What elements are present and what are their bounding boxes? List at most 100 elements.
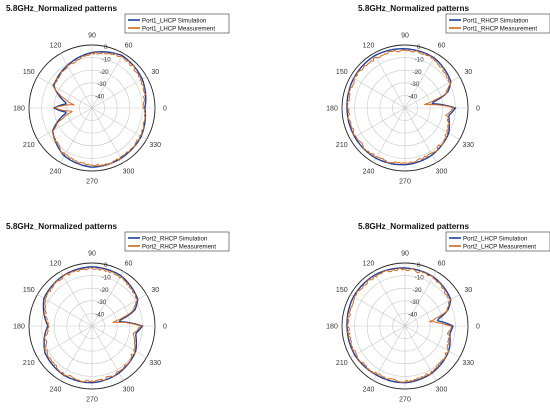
chart-title: 5.8GHz_Normalized patterns (358, 4, 469, 13)
angle-tick-label: 90 (401, 33, 409, 40)
angle-tick-label: 150 (23, 287, 35, 294)
angle-tick-label: 330 (462, 142, 474, 149)
radial-tick-label: -30 (410, 81, 420, 88)
angle-tick-label: 270 (86, 397, 98, 404)
angle-tick-label: 60 (125, 260, 133, 267)
polar-spoke (37, 107, 93, 140)
polar-spoke (60, 53, 93, 109)
legend-entry: Port2_LHCP Measurement (463, 243, 536, 250)
radial-tick-label: -20 (100, 69, 110, 76)
radial-tick-label: 0 (417, 262, 421, 269)
polar-spoke (350, 76, 406, 109)
radial-tick-label: 0 (104, 44, 108, 51)
polar-spoke (373, 53, 406, 109)
angle-tick-label: 0 (476, 106, 480, 113)
radial-tick-label: -40 (408, 312, 418, 319)
polar-spoke (350, 325, 406, 358)
angle-tick-label: 30 (151, 287, 159, 294)
polar-chart-1: 5.8GHz_Normalized patterns 0 30 60 90 120 150 1… (6, 4, 230, 186)
radial-tick-label: -20 (100, 287, 110, 294)
radial-tick-label: -40 (95, 312, 105, 319)
radial-tick-label: -10 (102, 274, 112, 281)
radial-tick-label: -30 (97, 299, 107, 306)
series-line (346, 49, 455, 164)
angle-tick-label: 60 (438, 260, 446, 267)
angle-tick-label: 300 (123, 387, 135, 394)
polar-chart-3: 5.8GHz_Normalized patterns 0 30 60 90 120 150 1… (6, 222, 230, 404)
angle-tick-label: 30 (151, 69, 159, 76)
angle-tick-label: 150 (336, 287, 348, 294)
polar-chart-2: 5.8GHz_Normalized patterns 0 30 60 90 120 150 1… (326, 4, 550, 186)
angle-tick-label: 300 (123, 169, 135, 176)
angle-tick-label: 90 (88, 33, 96, 40)
angle-tick-label: 150 (23, 69, 35, 76)
radial-tick-label: -40 (408, 94, 418, 101)
legend-entry: Port1_LHCP Measurement (142, 25, 215, 32)
angle-tick-label: 120 (363, 260, 375, 267)
angle-tick-label: 210 (336, 142, 348, 149)
angle-tick-label: 270 (86, 179, 98, 186)
legend-entry: Port1_LHCP Simulation (142, 17, 206, 24)
legend-box (124, 231, 230, 252)
polar-spoke (350, 107, 406, 140)
radial-tick-label: -10 (415, 56, 425, 63)
polar-spoke (91, 271, 124, 327)
polar-spoke (37, 325, 93, 358)
legend-entry: Port1_RHCP Simulation (463, 17, 528, 24)
radial-tick-label: 0 (104, 262, 108, 269)
polar-spoke (350, 294, 406, 327)
radial-tick-label: -20 (413, 287, 423, 294)
legend-box (445, 231, 550, 252)
angle-tick-label: 90 (401, 251, 409, 258)
polar-spoke (404, 325, 460, 358)
chart-title: 5.8GHz_Normalized patterns (6, 222, 117, 231)
radial-tick-label: -10 (102, 56, 112, 63)
angle-tick-label: 240 (363, 387, 375, 394)
angle-tick-label: 240 (363, 169, 375, 176)
polar-spoke (37, 76, 93, 109)
polar-spoke (91, 76, 147, 109)
angle-tick-label: 60 (438, 42, 446, 49)
radial-tick-label: -30 (97, 81, 107, 88)
polar-spoke (91, 325, 147, 358)
series-line (51, 50, 147, 168)
angle-tick-label: 150 (336, 69, 348, 76)
polar-spoke (60, 325, 93, 381)
angle-tick-label: 210 (23, 360, 35, 367)
polar-spoke (60, 271, 93, 327)
angle-tick-label: 330 (149, 142, 161, 149)
radial-tick-label: -30 (410, 299, 420, 306)
legend-entry: Port1_RHCP Measurement (463, 25, 537, 32)
angle-tick-label: 330 (149, 360, 161, 367)
angle-tick-label: 330 (462, 360, 474, 367)
polar-spoke (91, 107, 124, 163)
angle-tick-label: 30 (464, 287, 472, 294)
series-line (42, 266, 144, 384)
radial-tick-label: -10 (415, 274, 425, 281)
angle-tick-label: 270 (399, 179, 411, 186)
radial-tick-label: -40 (95, 94, 105, 101)
series-line (346, 267, 453, 383)
legend-entry: Port2_RHCP Measurement (142, 243, 216, 250)
legend-entry: Port2_LHCP Simulation (463, 235, 527, 242)
angle-tick-label: 300 (436, 169, 448, 176)
legend-box (124, 13, 230, 34)
chart-title: 5.8GHz_Normalized patterns (6, 4, 117, 13)
angle-tick-label: 90 (88, 251, 96, 258)
angle-tick-label: 120 (50, 42, 62, 49)
angle-tick-label: 120 (363, 42, 375, 49)
radial-tick-label: -20 (413, 69, 423, 76)
polar-spoke (91, 53, 124, 109)
polar-spoke (404, 107, 460, 140)
angle-tick-label: 240 (50, 387, 62, 394)
angle-tick-label: 210 (23, 142, 35, 149)
angle-tick-label: 180 (13, 324, 25, 331)
series-line (43, 266, 142, 383)
angle-tick-label: 270 (399, 397, 411, 404)
angle-tick-label: 180 (326, 324, 338, 331)
angle-tick-label: 210 (336, 360, 348, 367)
angle-tick-label: 30 (464, 69, 472, 76)
legend-box (445, 13, 550, 34)
angle-tick-label: 180 (326, 106, 338, 113)
angle-tick-label: 0 (163, 324, 167, 331)
